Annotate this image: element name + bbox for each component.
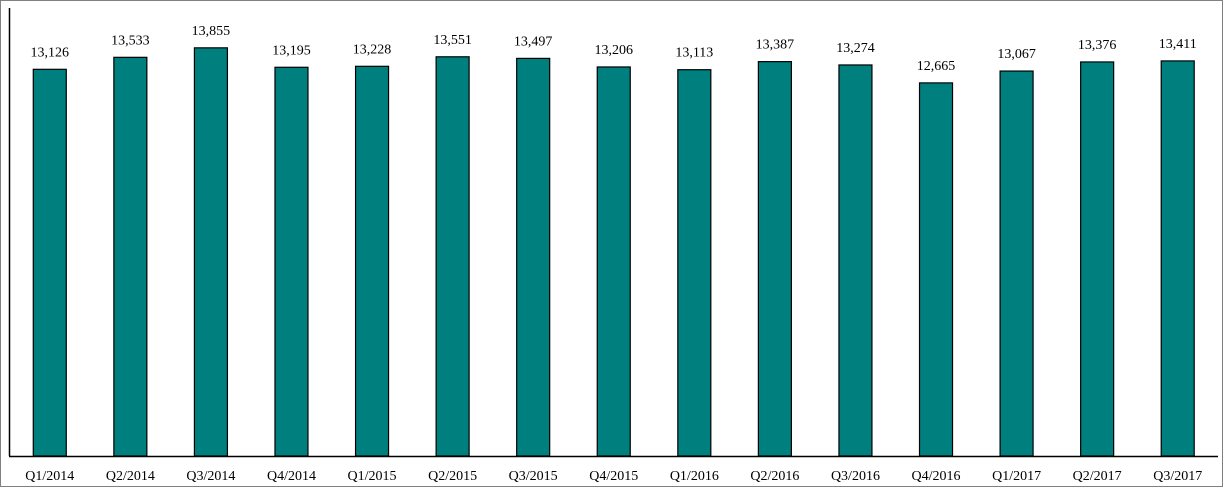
- bars-layer: [32, 47, 1195, 457]
- bar-q2-2017: [1080, 61, 1115, 457]
- x-tick-labels-layer: Q1/2014 Q2/2014 Q3/2014 Q4/2014 Q1/2015 Q2/20…: [25, 469, 1202, 484]
- x-tick-label: Q4/2014: [267, 469, 316, 484]
- value-label: 13,533: [111, 33, 150, 48]
- value-label: 13,067: [997, 47, 1036, 62]
- bar-q3-2016: [838, 64, 873, 457]
- bar-q1-2015: [354, 65, 390, 457]
- bar-q3-2014: [193, 47, 229, 457]
- bar-q2-2016: [757, 61, 792, 457]
- x-tick-label: Q4/2016: [912, 469, 961, 484]
- value-label: 13,274: [836, 41, 875, 56]
- value-label: 13,855: [192, 24, 231, 39]
- bar-q3-2017: [1160, 60, 1195, 457]
- value-label: 13,126: [31, 45, 70, 60]
- value-label: 13,206: [595, 43, 634, 58]
- x-tick-label: Q3/2014: [186, 469, 235, 484]
- bar-q4-2016: [918, 82, 954, 457]
- x-tick-label: Q2/2014: [106, 469, 155, 484]
- x-tick-label: Q2/2016: [750, 469, 799, 484]
- x-tick-label: Q3/2016: [831, 469, 880, 484]
- x-tick-label: Q1/2014: [25, 469, 74, 484]
- value-label: 13,387: [756, 38, 795, 53]
- bar-q1-2017: [999, 70, 1034, 457]
- value-label: 12,665: [917, 59, 956, 74]
- value-label: 13,411: [1159, 37, 1197, 52]
- bar-q4-2015: [596, 66, 631, 457]
- bar-q1-2016: [677, 69, 712, 457]
- x-tick-label: Q1/2016: [670, 469, 719, 484]
- bar-q2-2015: [435, 56, 470, 457]
- value-label: 13,228: [353, 42, 392, 57]
- x-tick-label: Q2/2017: [1073, 469, 1122, 484]
- bar-q3-2015: [516, 57, 551, 457]
- value-label: 13,113: [675, 46, 713, 61]
- value-label: 13,551: [433, 33, 472, 48]
- bar-q1-2014: [32, 68, 67, 457]
- value-labels-layer: 13,126 13,533 13,855 13,195 13,228 13,551 13,4…: [31, 24, 1197, 74]
- x-tick-label: Q1/2017: [992, 469, 1041, 484]
- value-label: 13,195: [272, 43, 311, 58]
- bar-q4-2014: [274, 66, 309, 457]
- value-label: 13,376: [1078, 38, 1117, 53]
- x-tick-label: Q4/2015: [589, 469, 638, 484]
- value-label: 13,497: [514, 34, 553, 49]
- x-tick-label: Q2/2015: [428, 469, 477, 484]
- bar-q2-2014: [113, 56, 148, 457]
- x-tick-label: Q3/2017: [1153, 469, 1202, 484]
- x-tick-label: Q1/2015: [348, 469, 397, 484]
- x-tick-label: Q3/2015: [509, 469, 558, 484]
